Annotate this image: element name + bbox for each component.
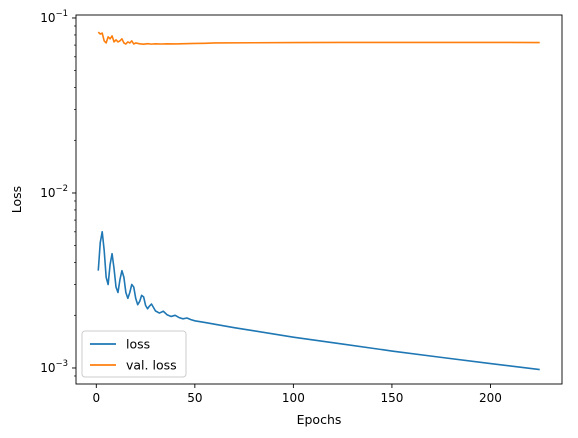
- series-line-0: [97, 231, 540, 371]
- x-tick-label: 150: [380, 391, 403, 405]
- y-tick-label-exponent: −1: [55, 9, 68, 19]
- x-tick-label: 100: [282, 391, 305, 405]
- y-axis: 10−310−210−1: [40, 9, 76, 377]
- y-tick-label-exponent: −2: [55, 184, 68, 194]
- x-tick-label: 200: [479, 391, 502, 405]
- y-tick-label-base: 10: [40, 11, 55, 25]
- y-tick-label: 10−1: [40, 9, 68, 25]
- plot-area-frame: [75, 14, 563, 385]
- series-layer: [97, 31, 540, 371]
- y-tick-label: 10−2: [40, 184, 68, 200]
- y-tick-label-exponent: −3: [55, 359, 68, 369]
- y-tick-label-base: 10: [40, 186, 55, 200]
- x-tick-label: 0: [92, 391, 100, 405]
- legend-label-0: loss: [126, 337, 150, 352]
- x-tick-label: 50: [187, 391, 202, 405]
- series-line-1: [97, 31, 540, 46]
- legend: loss val. loss: [81, 330, 187, 378]
- legend-label-1: val. loss: [126, 358, 177, 373]
- x-axis: 0 50 100 150 200: [92, 384, 502, 405]
- y-tick-label-base: 10: [40, 361, 55, 375]
- x-axis-label: Epochs: [297, 412, 342, 427]
- y-tick-label: 10−3: [40, 359, 68, 375]
- y-axis-label: Loss: [9, 186, 24, 213]
